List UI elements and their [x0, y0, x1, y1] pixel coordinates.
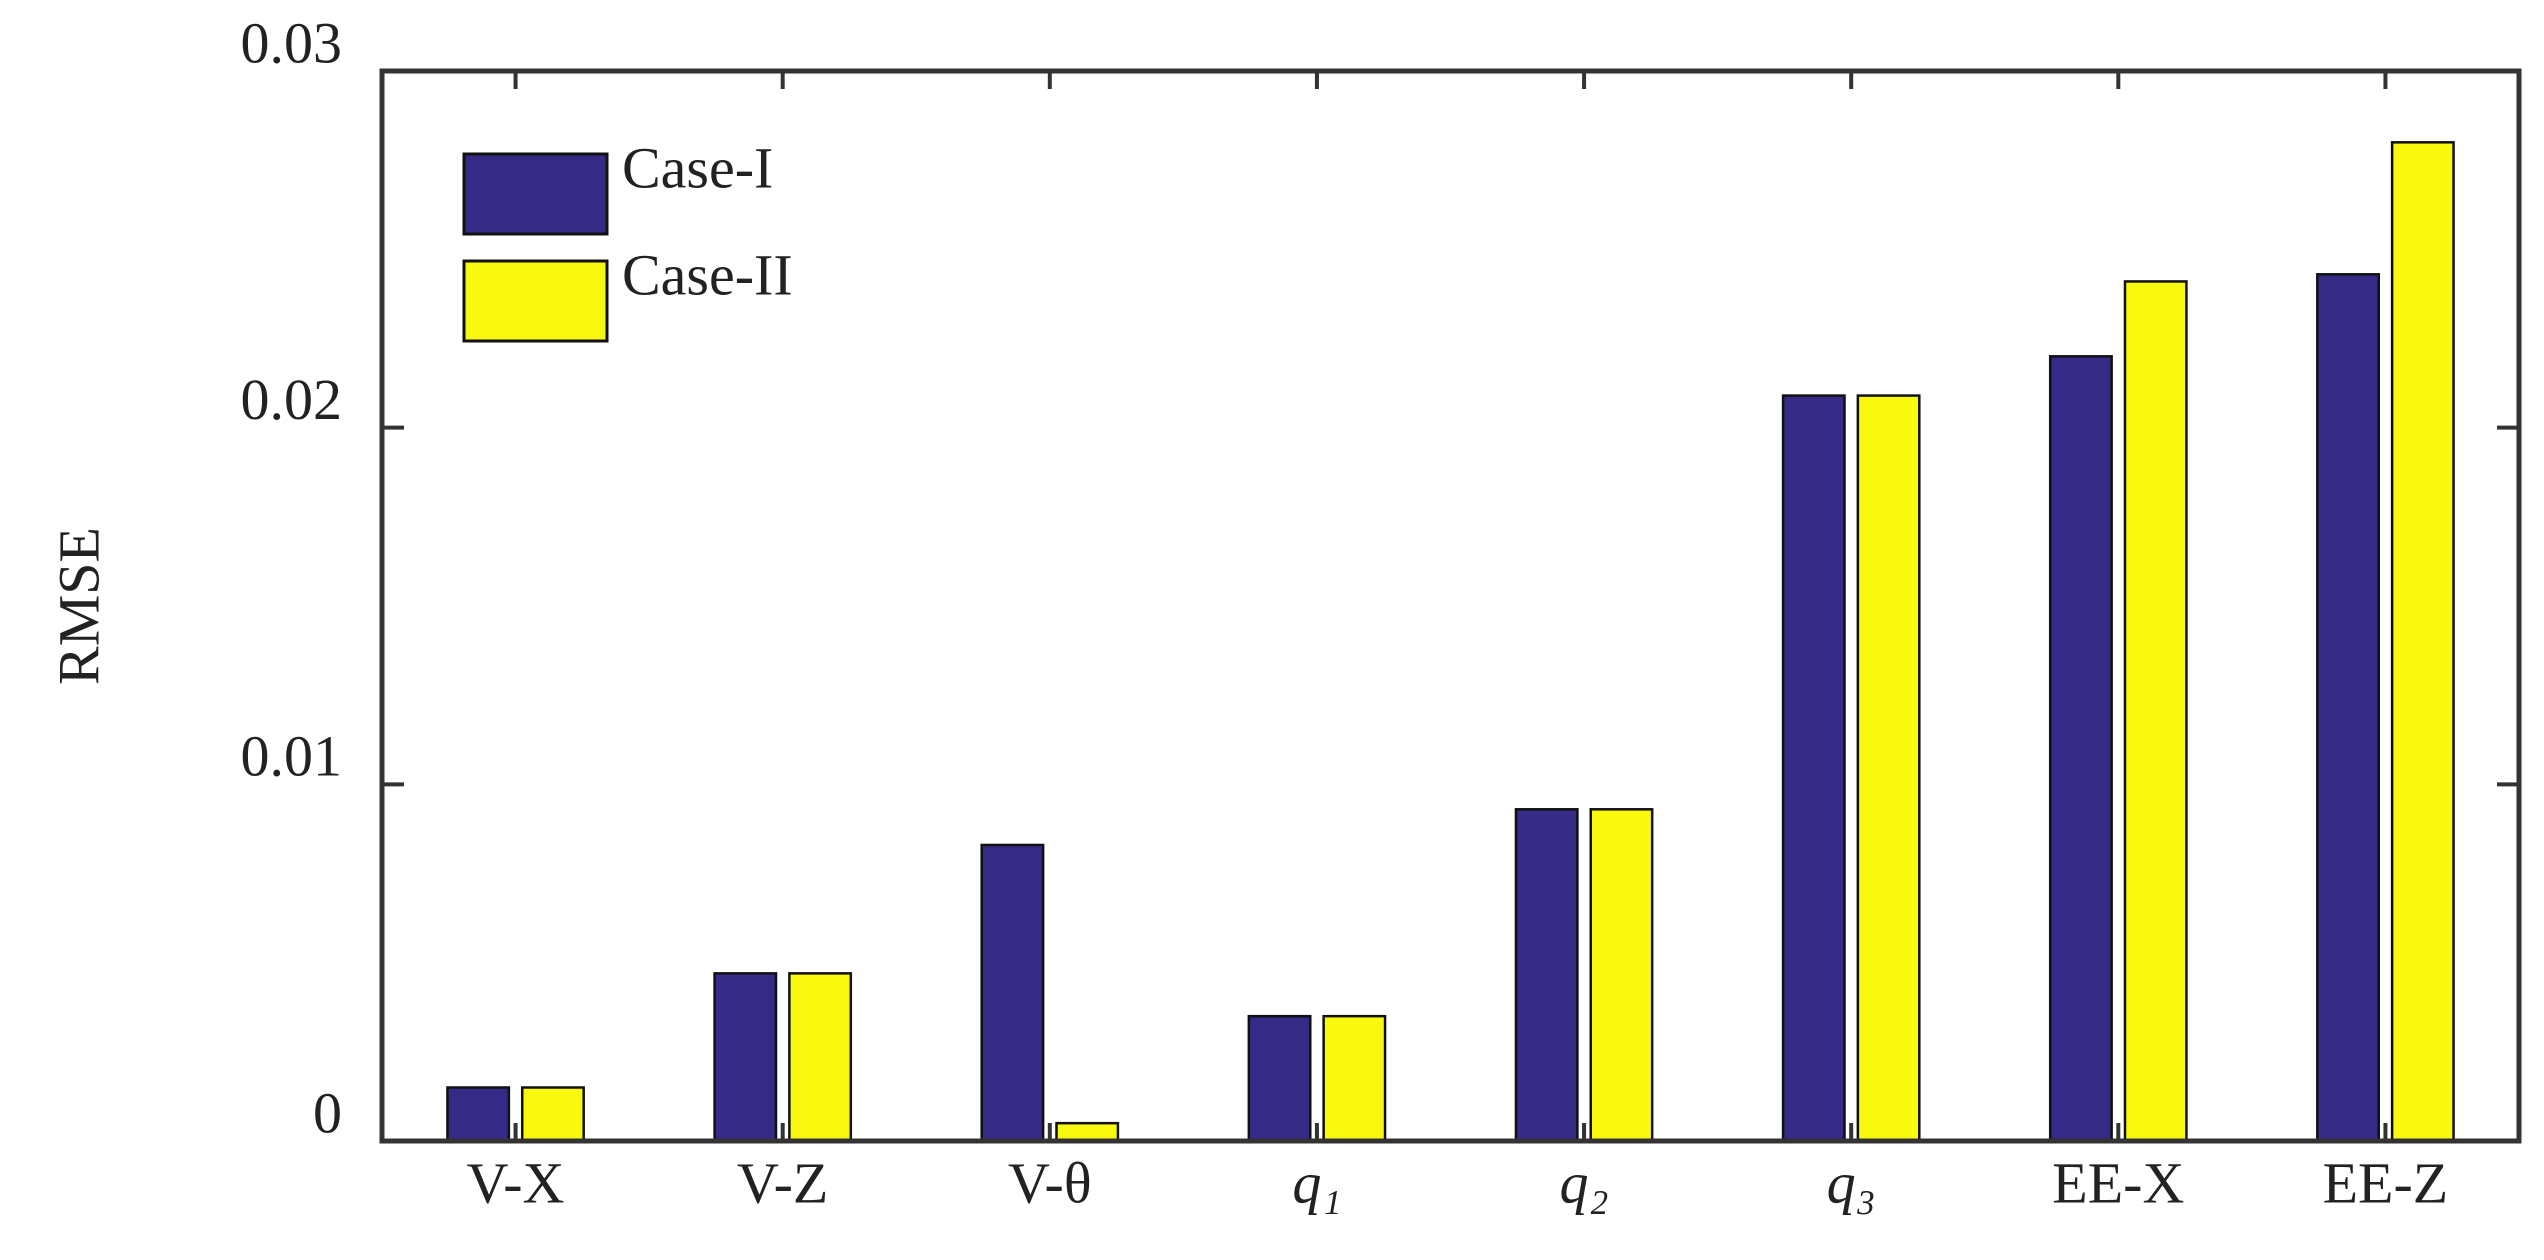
bar — [713, 972, 778, 1143]
bar — [1247, 1014, 1312, 1143]
legend-label: Case-II — [622, 242, 793, 307]
y-tick-label: 0 — [313, 1080, 342, 1145]
x-tick-label: V-X — [467, 1150, 565, 1215]
bar — [2123, 280, 2188, 1143]
bar — [980, 843, 1045, 1143]
x-tick-label: V-θ — [1008, 1150, 1092, 1215]
x-tick-label: V-Z — [737, 1150, 828, 1215]
bar — [2316, 273, 2381, 1143]
y-tick-label: 0.01 — [241, 724, 343, 789]
bar — [2048, 355, 2113, 1143]
bar — [1514, 808, 1579, 1143]
bar — [1322, 1014, 1387, 1143]
legend-swatch — [462, 259, 609, 343]
plot-frame — [379, 68, 2522, 1144]
y-tick-label: 0.02 — [241, 367, 343, 432]
bar — [1589, 808, 1654, 1143]
legend-label: Case-I — [622, 135, 773, 200]
bar — [2390, 141, 2455, 1143]
bar — [1781, 394, 1846, 1143]
x-tick-label: EE-X — [2052, 1150, 2184, 1215]
x-tick-label: q₃ — [1827, 1150, 1876, 1215]
x-tick-label: q₁ — [1292, 1150, 1341, 1215]
bar — [788, 972, 853, 1143]
bar — [446, 1086, 511, 1143]
x-tick-label: q₂ — [1559, 1150, 1608, 1215]
bar — [1055, 1121, 1120, 1143]
bar — [520, 1086, 585, 1143]
bar — [1856, 394, 1921, 1143]
x-tick-label: EE-Z — [2323, 1150, 2449, 1215]
legend-swatch — [462, 152, 609, 236]
y-axis-label: RMSE — [46, 527, 111, 685]
y-tick-label: 0.03 — [241, 10, 343, 75]
